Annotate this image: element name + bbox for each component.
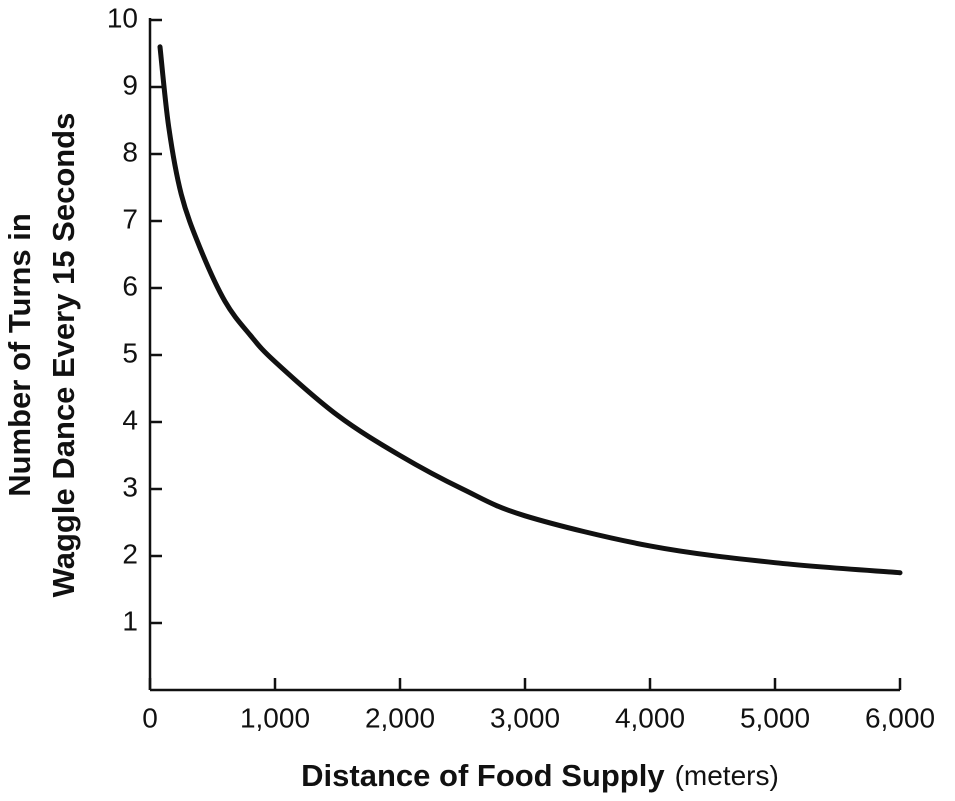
y-tick-label: 8 [122, 136, 138, 167]
y-tick-label: 9 [122, 69, 138, 100]
y-tick-label: 4 [122, 404, 138, 435]
y-tick-label: 10 [107, 2, 138, 33]
x-tick-label: 6,000 [865, 702, 935, 733]
y-axis-label: Waggle Dance Every 15 Seconds [46, 113, 81, 598]
x-axis-label: Distance of Food Supply (meters) [301, 758, 779, 793]
y-tick-label: 5 [122, 337, 138, 368]
curve [157, 44, 903, 576]
y-axis-label: Number of Turns in [2, 213, 37, 497]
y-tick-label: 7 [122, 203, 138, 234]
x-axis-label-unit: (meters) [675, 760, 779, 791]
x-tick-label: 1,000 [240, 702, 310, 733]
y-tick-label: 6 [122, 270, 138, 301]
x-tick-label: 4,000 [615, 702, 685, 733]
y-tick-label: 1 [122, 605, 138, 636]
y-tick-label: 2 [122, 538, 138, 569]
x-tick-label: 5,000 [740, 702, 810, 733]
y-tick-label: 3 [122, 471, 138, 502]
x-tick-label: 3,000 [490, 702, 560, 733]
x-axis-label-main: Distance of Food Supply [301, 758, 665, 793]
x-tick-label: 2,000 [365, 702, 435, 733]
x-tick-label: 0 [142, 702, 158, 733]
